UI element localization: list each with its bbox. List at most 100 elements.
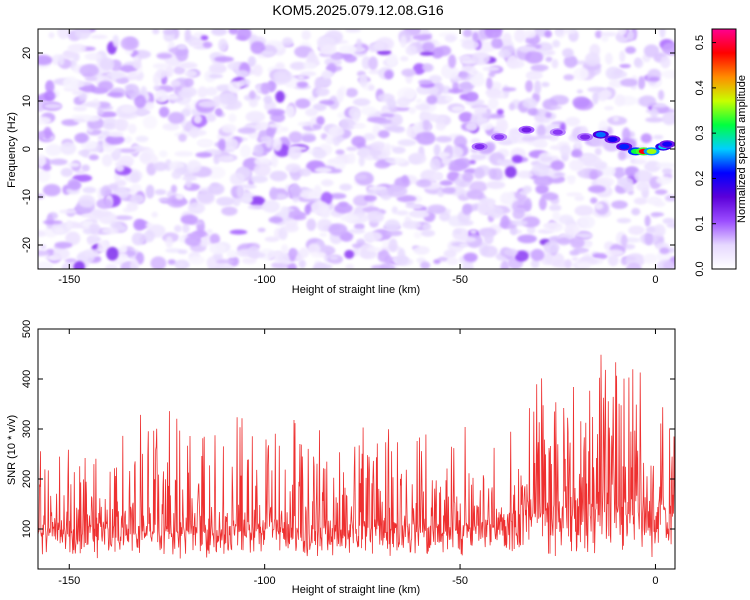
colorbar: 0.0 0.1 0.2 0.3 0.4 0.5 Normalized spectral a… (694, 28, 748, 277)
heatmap-cell (420, 169, 439, 182)
heatmap-cell (511, 219, 528, 227)
heatmap-cell (38, 250, 50, 257)
heatmap-cell (101, 130, 111, 137)
heatmap-cell (73, 105, 87, 112)
heatmap-cell (466, 189, 485, 200)
heatmap-cell (645, 226, 656, 234)
heatmap-cell (358, 147, 369, 158)
heatmap-cell (217, 92, 238, 105)
heatmap-cell (656, 250, 672, 263)
heatmap-cell (405, 45, 418, 56)
heatmap-cell (384, 219, 401, 231)
heatmap-cell (421, 42, 435, 53)
heatmap-cell (552, 39, 561, 48)
heatmap-cell (508, 102, 516, 111)
heatmap-cell (152, 63, 169, 69)
heatmap-cell (330, 52, 342, 60)
heatmap-cell (570, 149, 583, 158)
heatmap-cell (135, 220, 149, 230)
heatmap-cell (432, 172, 444, 180)
heatmap-cell (530, 64, 549, 72)
heatmap-cell (500, 260, 510, 269)
heatmap-cell (42, 183, 61, 197)
heatmap-cell (571, 256, 579, 262)
heatmap-cell (539, 156, 554, 162)
heatmap-cell (662, 112, 675, 126)
heatmap-cell (552, 210, 561, 222)
y-tick-label: 500 (21, 320, 33, 338)
heatmap-cell (248, 98, 259, 108)
heatmap-cell (397, 87, 416, 101)
heatmap-cell (637, 76, 646, 90)
heatmap-cell (517, 234, 537, 244)
heatmap-cell (435, 121, 447, 131)
heatmap-cell (114, 215, 133, 221)
heatmap-cell (402, 220, 422, 230)
heatmap-cell (114, 147, 121, 154)
heatmap-cell (348, 228, 366, 234)
heatmap-cell (396, 194, 417, 203)
heatmap-cell (43, 103, 62, 109)
heatmap-cell (78, 194, 96, 208)
heatmap-cell (370, 141, 386, 151)
colorbar-label: Normalized spectral amplitude (736, 75, 748, 223)
snr-x-ticks: -150 -100 -50 0 (58, 329, 659, 587)
signal-cell (595, 132, 606, 138)
heatmap-cell (358, 155, 365, 167)
heatmap-cell (134, 94, 147, 109)
heatmap-cell (633, 169, 653, 184)
heatmap-cell (484, 29, 503, 39)
heatmap-cell (303, 62, 317, 70)
heatmap-cell (38, 54, 53, 66)
heatmap-cell (187, 202, 206, 215)
heatmap-cell (84, 75, 98, 82)
heatmap-cell (462, 171, 474, 183)
heatmap-cell (164, 65, 174, 78)
heatmap-cell (78, 149, 90, 156)
heatmap-cell (543, 240, 560, 255)
heatmap-cell (420, 113, 439, 120)
heatmap-cell (176, 48, 189, 62)
heatmap-cell (310, 200, 330, 215)
x-tick-label: -150 (58, 575, 80, 587)
heatmap-cell (271, 153, 279, 168)
heatmap-cell (227, 80, 241, 94)
heatmap-cell (652, 134, 664, 140)
heatmap-cell (129, 71, 137, 77)
heatmap-cell (525, 80, 534, 93)
heatmap-cell (502, 87, 517, 92)
heatmap-cell (83, 248, 100, 258)
heatmap-cell (486, 180, 506, 190)
heatmap-cell (573, 67, 589, 81)
heatmap-cell (506, 59, 525, 69)
snr-series (38, 354, 675, 559)
heatmap-cell (182, 223, 190, 234)
heatmap-cell (547, 50, 556, 56)
heatmap-cell (504, 248, 518, 257)
heatmap-cell (62, 76, 79, 90)
heatmap-cell (621, 127, 631, 142)
heatmap-cell (459, 71, 469, 79)
heatmap-cell (516, 170, 534, 179)
heatmap-cell (604, 105, 614, 111)
heatmap-cell (316, 116, 325, 126)
heatmap-cell (135, 252, 145, 265)
heatmap-cell (524, 50, 544, 64)
heatmap-cell (108, 183, 119, 191)
heatmap-cell (448, 88, 464, 94)
heatmap-cell (428, 75, 442, 84)
heatmap-cell (200, 237, 208, 248)
heatmap-cell (340, 214, 360, 222)
heatmap-cell (66, 162, 80, 168)
colorbar-tick-label: 0.1 (694, 216, 706, 231)
heatmap-cell (437, 256, 450, 262)
y-tick-label: 100 (21, 520, 33, 538)
heatmap-cell (366, 190, 383, 196)
colorbar-ticks: 0.0 0.1 0.2 0.3 0.4 0.5 (694, 35, 716, 277)
heatmap-cell (564, 223, 581, 236)
heatmap-cell (485, 77, 493, 90)
heatmap-cell (156, 53, 173, 59)
heatmap-cell (308, 96, 316, 102)
heatmap-cell (386, 53, 398, 67)
heatmap-cell (422, 119, 431, 131)
